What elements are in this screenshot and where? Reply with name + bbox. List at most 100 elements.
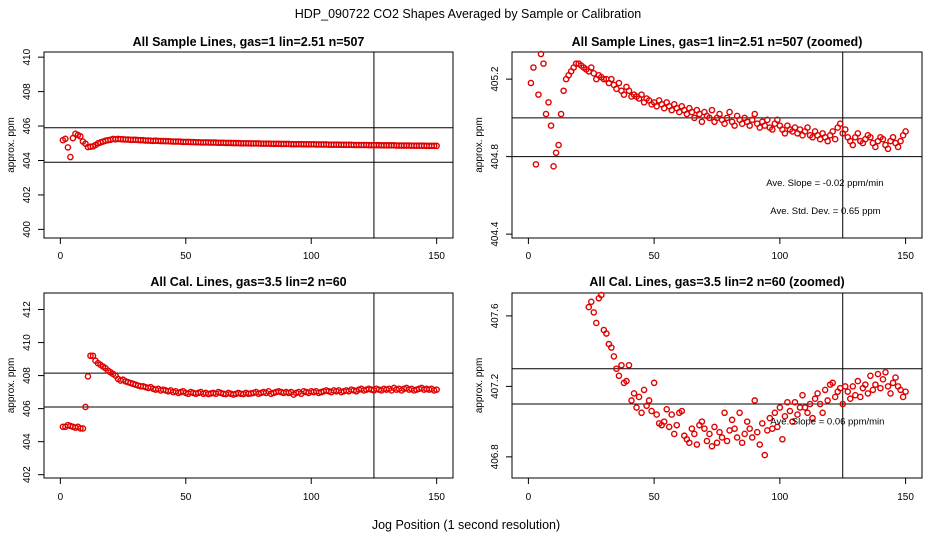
- data-point: [781, 130, 789, 137]
- y-tick-label: 404.4: [490, 221, 501, 246]
- data-point: [841, 126, 849, 133]
- data-point: [869, 386, 877, 394]
- data-point: [625, 87, 633, 95]
- y-axis-label: approx. ppm: [474, 358, 485, 414]
- data-point: [756, 441, 764, 448]
- data-point: [894, 143, 902, 151]
- annotation: Ave. Std. Dev. = 0.65 ppm: [770, 206, 880, 217]
- data-point: [430, 142, 438, 150]
- data-point: [899, 393, 907, 401]
- data-point: [799, 391, 806, 399]
- data-point: [733, 434, 741, 441]
- data-point: [806, 400, 814, 408]
- data-point: [854, 377, 862, 385]
- data-point: [542, 110, 550, 118]
- data-point: [87, 352, 94, 360]
- data-point: [590, 309, 598, 316]
- data-point: [731, 122, 738, 129]
- data-point: [892, 374, 899, 381]
- data-point: [433, 142, 440, 150]
- data-point: [854, 130, 862, 137]
- data-point: [748, 116, 756, 124]
- data-point: [653, 411, 660, 418]
- data-point: [746, 122, 753, 129]
- data-point: [872, 143, 879, 151]
- data-point: [67, 153, 74, 161]
- data-point: [887, 390, 894, 397]
- x-tick-label: 100: [303, 251, 320, 262]
- chart-panel-1: All Sample Lines, gas=1 lin=2.51 n=507 0 5…: [6, 35, 454, 262]
- data-point: [620, 91, 628, 98]
- data-point: [711, 423, 718, 431]
- plot-frame: [511, 51, 923, 239]
- data-point: [537, 50, 545, 58]
- data-point: [864, 390, 872, 397]
- data-point: [698, 118, 706, 126]
- data-point: [663, 405, 671, 413]
- data-point: [743, 418, 751, 425]
- data-point: [771, 409, 779, 417]
- data-point: [831, 393, 839, 401]
- data-point: [650, 379, 658, 387]
- data-point: [613, 365, 620, 373]
- data-point: [587, 64, 595, 71]
- y-tick-label: 402: [22, 466, 33, 483]
- data-point: [786, 407, 794, 415]
- x-tick-label: 0: [58, 251, 64, 262]
- y-tick-label: 408: [22, 83, 33, 100]
- data-point: [902, 128, 909, 135]
- data-point: [763, 116, 771, 124]
- data-point: [701, 425, 708, 432]
- data-point: [804, 409, 811, 417]
- data-point: [630, 390, 638, 397]
- data-point: [758, 420, 766, 427]
- data-point: [889, 379, 897, 387]
- data-point: [774, 116, 781, 124]
- data-point: [673, 421, 681, 429]
- data-point: [769, 126, 776, 133]
- annotation: Ave. Slope = -0.02 ppm/min: [766, 178, 883, 189]
- data-point: [77, 133, 84, 140]
- data-point: [867, 133, 874, 141]
- chart-panel-3: All Cal. Lines, gas=3.5 lin=2 n=60 0 50 100…: [6, 275, 454, 503]
- data-points: [59, 130, 440, 161]
- data-point: [731, 425, 738, 432]
- plot-frame: [43, 51, 454, 239]
- data-point: [804, 124, 811, 131]
- data-point: [721, 409, 728, 417]
- data-point: [872, 381, 879, 388]
- data-point: [836, 120, 844, 127]
- x-tick-label: 100: [772, 492, 789, 503]
- y-tick-label: 408: [22, 367, 33, 384]
- data-point: [560, 87, 567, 95]
- data-point: [902, 388, 909, 395]
- data-point: [794, 411, 801, 418]
- data-point: [726, 108, 733, 116]
- data-point: [545, 99, 552, 106]
- data-point: [897, 137, 904, 145]
- data-point: [708, 106, 716, 114]
- data-point: [686, 439, 693, 447]
- figure-title: HDP_090722 CO2 Shapes Averaged by Sample…: [295, 7, 642, 21]
- data-point: [530, 64, 537, 71]
- x-tick-label: 150: [897, 251, 914, 262]
- data-point: [831, 135, 839, 143]
- data-point: [555, 141, 562, 149]
- data-point: [824, 397, 831, 404]
- data-point: [585, 303, 593, 311]
- data-point: [84, 373, 92, 380]
- data-point: [736, 409, 743, 417]
- data-point: [706, 430, 713, 438]
- data-point: [879, 376, 887, 383]
- data-point: [623, 377, 630, 385]
- data-point: [625, 361, 633, 369]
- data-point: [776, 404, 784, 411]
- data-point: [550, 163, 557, 170]
- data-point: [723, 437, 731, 445]
- y-tick-label: 400: [22, 221, 33, 238]
- data-point: [618, 361, 625, 369]
- data-point: [598, 291, 605, 299]
- data-point: [433, 386, 440, 393]
- y-tick-label: 407.2: [490, 373, 501, 398]
- data-point: [746, 425, 753, 432]
